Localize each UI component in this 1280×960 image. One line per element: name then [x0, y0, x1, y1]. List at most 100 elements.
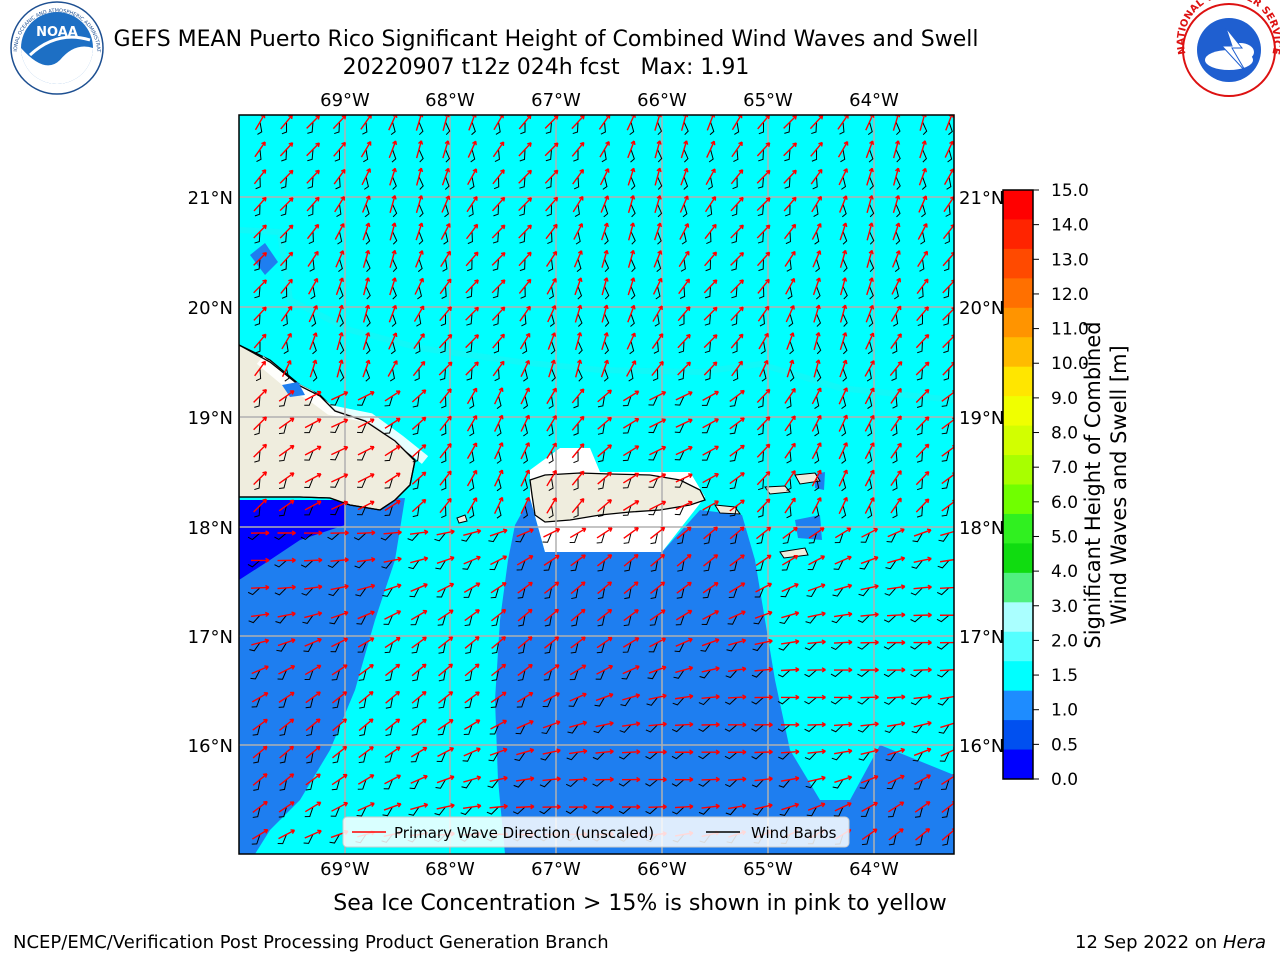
wave-direction-arrow — [728, 638, 747, 646]
wind-barb — [307, 204, 314, 217]
wind-barb — [494, 149, 500, 163]
wave-direction-arrow — [331, 664, 348, 676]
wave-direction-arrow — [781, 611, 800, 619]
wind-barb — [938, 532, 950, 542]
wind-barb — [573, 450, 579, 464]
wave-direction-arrow — [704, 196, 717, 213]
wind-barb — [573, 395, 579, 409]
wind-barb — [392, 203, 398, 218]
wind-barb — [365, 368, 371, 382]
lat-label-right: 17°N — [959, 627, 1004, 648]
wind-barb — [278, 423, 287, 435]
wind-barb — [725, 669, 738, 679]
wave-direction-arrow — [572, 195, 584, 213]
wave-direction-arrow — [490, 608, 507, 622]
colorbar-swatch — [1003, 396, 1033, 427]
wind-barb — [941, 478, 950, 490]
wind-barb — [886, 779, 897, 790]
wind-barb — [683, 149, 689, 163]
wave-direction-arrow — [411, 636, 427, 649]
wind-barb — [390, 121, 396, 136]
wave-direction-arrow — [701, 638, 720, 647]
wind-barb — [304, 669, 314, 681]
wave-direction-arrow — [756, 197, 771, 212]
wind-barb — [592, 806, 605, 815]
wave-direction-arrow — [383, 529, 402, 536]
colorbar-swatch — [1003, 455, 1033, 485]
wave-direction-arrow — [705, 168, 716, 186]
wind-barb — [278, 505, 287, 517]
colorbar-tick-label: 11.0 — [1051, 320, 1089, 340]
wind-barb — [411, 642, 420, 654]
wind-barb — [654, 313, 660, 327]
footer-date-text: 12 Sep 2022 on — [1075, 932, 1223, 953]
wave-direction-arrow — [939, 614, 954, 616]
wind-barb — [254, 313, 261, 326]
wave-direction-arrow — [281, 332, 292, 350]
wind-barb — [570, 560, 579, 572]
lat-label-right: 18°N — [959, 518, 1004, 539]
wind-barb — [460, 806, 473, 816]
wind-barb — [247, 532, 261, 541]
wind-barb — [330, 395, 340, 406]
wave-direction-arrow — [466, 387, 478, 405]
wind-barb — [656, 258, 662, 273]
wave-direction-arrow — [571, 141, 585, 157]
wave-direction-arrow — [887, 721, 906, 728]
wind-barb — [329, 834, 340, 844]
wind-barb — [494, 368, 500, 382]
wave-direction-arrow — [808, 527, 825, 539]
wind-barb — [869, 231, 875, 245]
wave-direction-arrow — [383, 802, 402, 811]
wave-direction-arrow — [754, 694, 773, 700]
wind-barb — [604, 313, 610, 327]
wave-direction-arrow — [784, 497, 796, 514]
wind-barb — [464, 615, 473, 627]
wind-barb — [462, 560, 473, 570]
wave-direction-arrow — [462, 803, 482, 810]
wave-direction-arrow — [704, 223, 717, 240]
wind-barb — [786, 505, 792, 519]
wave-direction-arrow — [674, 776, 694, 783]
wave-direction-arrow — [730, 279, 744, 294]
wave-direction-arrow — [727, 666, 747, 673]
wind-barb — [597, 615, 605, 627]
wind-barb — [938, 724, 950, 734]
wave-direction-arrow — [570, 554, 586, 567]
colorbar-swatch — [1003, 543, 1033, 574]
wind-barb — [910, 614, 923, 623]
wave-direction-arrow — [463, 719, 481, 731]
wind-barb — [751, 697, 764, 705]
wind-barb — [565, 779, 579, 788]
wind-barb — [831, 751, 844, 761]
wind-barb — [545, 176, 552, 189]
wave-direction-arrow — [781, 582, 799, 593]
wind-barb — [496, 478, 502, 492]
wave-direction-arrow — [915, 333, 930, 349]
wind-barb — [887, 806, 897, 818]
wind-barb — [493, 313, 499, 326]
wind-barb — [300, 532, 314, 541]
wind-barb — [919, 258, 925, 272]
wave-direction-arrow — [813, 332, 821, 351]
wave-direction-arrow — [675, 637, 693, 647]
wind-barb — [543, 560, 552, 571]
wave-direction-arrow — [648, 749, 667, 755]
wave-direction-arrow — [548, 359, 556, 378]
wave-direction-arrow — [330, 557, 349, 563]
wave-direction-arrow — [389, 249, 397, 268]
wave-direction-arrow — [357, 418, 375, 429]
wind-barb — [629, 341, 635, 355]
wave-direction-arrow — [730, 196, 744, 212]
wind-barb — [648, 395, 658, 406]
wave-direction-arrow — [464, 663, 480, 677]
wave-direction-arrow — [465, 279, 479, 294]
wind-barb — [936, 587, 950, 596]
wind-barb — [280, 204, 287, 217]
wave-direction-arrow — [626, 360, 637, 377]
wind-barb — [757, 231, 764, 244]
wave-direction-arrow — [547, 332, 557, 350]
wind-barb — [539, 806, 552, 815]
wind-barb — [517, 587, 526, 599]
wind-barb — [569, 669, 579, 681]
